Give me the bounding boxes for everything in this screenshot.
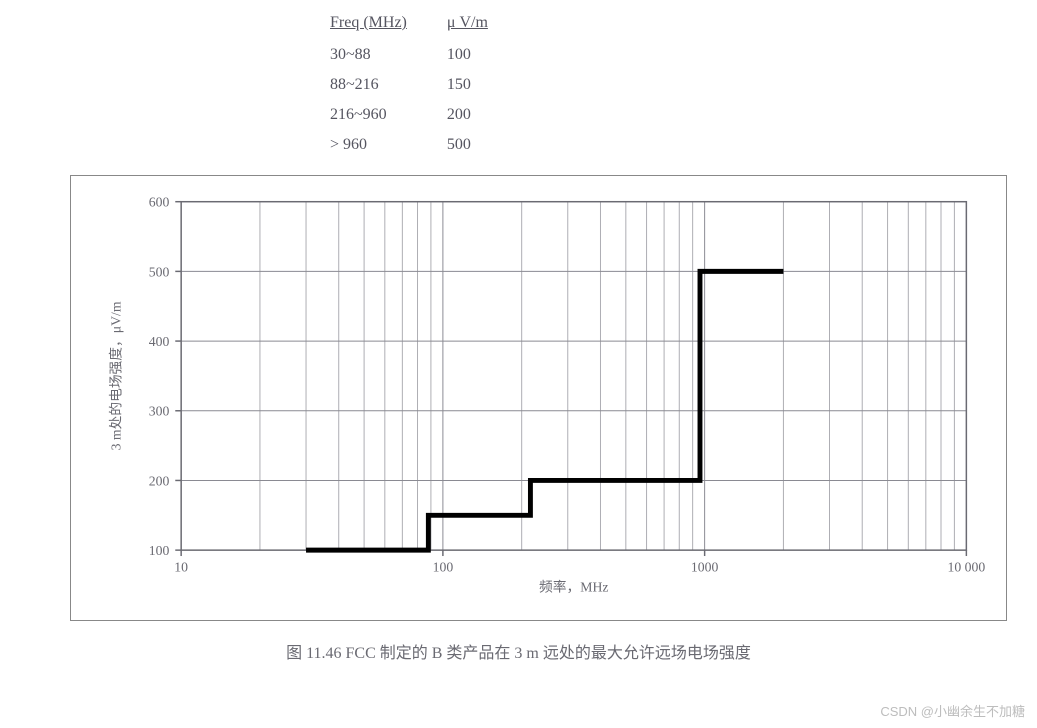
fcc-limit-chart: 100 200 300 400 500 600 10 100 1000 10 000 3 m处的电场… — [83, 188, 986, 608]
figure-caption: 图 11.46 FCC 制定的 B 类产品在 3 m 远处的最大允许远场电场强度 — [10, 639, 1027, 663]
svg-text:1000: 1000 — [691, 560, 719, 575]
cell-freq: 216~960 — [330, 100, 447, 130]
svg-text:400: 400 — [149, 334, 170, 349]
watermark: CSDN @小幽余生不加糖 — [880, 701, 1025, 720]
table-header-uvm: μ V/m — [447, 10, 528, 40]
cell-freq: > 960 — [330, 130, 447, 160]
svg-text:100: 100 — [433, 560, 454, 575]
limits-table: Freq (MHz) μ V/m 30~88 100 88~216 150 21… — [330, 10, 528, 160]
table-row: > 960 500 — [330, 130, 528, 160]
svg-text:3 m处的电场强度，μV/m: 3 m处的电场强度，μV/m — [108, 301, 123, 450]
table-row: 216~960 200 — [330, 100, 528, 130]
cell-val: 150 — [447, 70, 528, 100]
svg-text:频率，MHz: 频率，MHz — [539, 578, 608, 594]
cell-freq: 88~216 — [330, 70, 447, 100]
chart-frame: 100 200 300 400 500 600 10 100 1000 10 000 3 m处的电场… — [70, 175, 1007, 621]
table-row: 88~216 150 — [330, 70, 528, 100]
cell-freq: 30~88 — [330, 40, 447, 70]
cell-val: 500 — [447, 130, 528, 160]
svg-text:10: 10 — [174, 560, 188, 575]
limits-table-wrapper: Freq (MHz) μ V/m 30~88 100 88~216 150 21… — [330, 10, 1027, 160]
table-row: 30~88 100 — [330, 40, 528, 70]
svg-text:100: 100 — [149, 543, 170, 558]
svg-text:500: 500 — [149, 264, 170, 279]
svg-text:10 000: 10 000 — [947, 560, 985, 575]
svg-text:300: 300 — [149, 404, 170, 419]
cell-val: 100 — [447, 40, 528, 70]
table-header-freq: Freq (MHz) — [330, 10, 447, 40]
svg-text:600: 600 — [149, 195, 170, 210]
cell-val: 200 — [447, 100, 528, 130]
svg-text:200: 200 — [149, 473, 170, 488]
